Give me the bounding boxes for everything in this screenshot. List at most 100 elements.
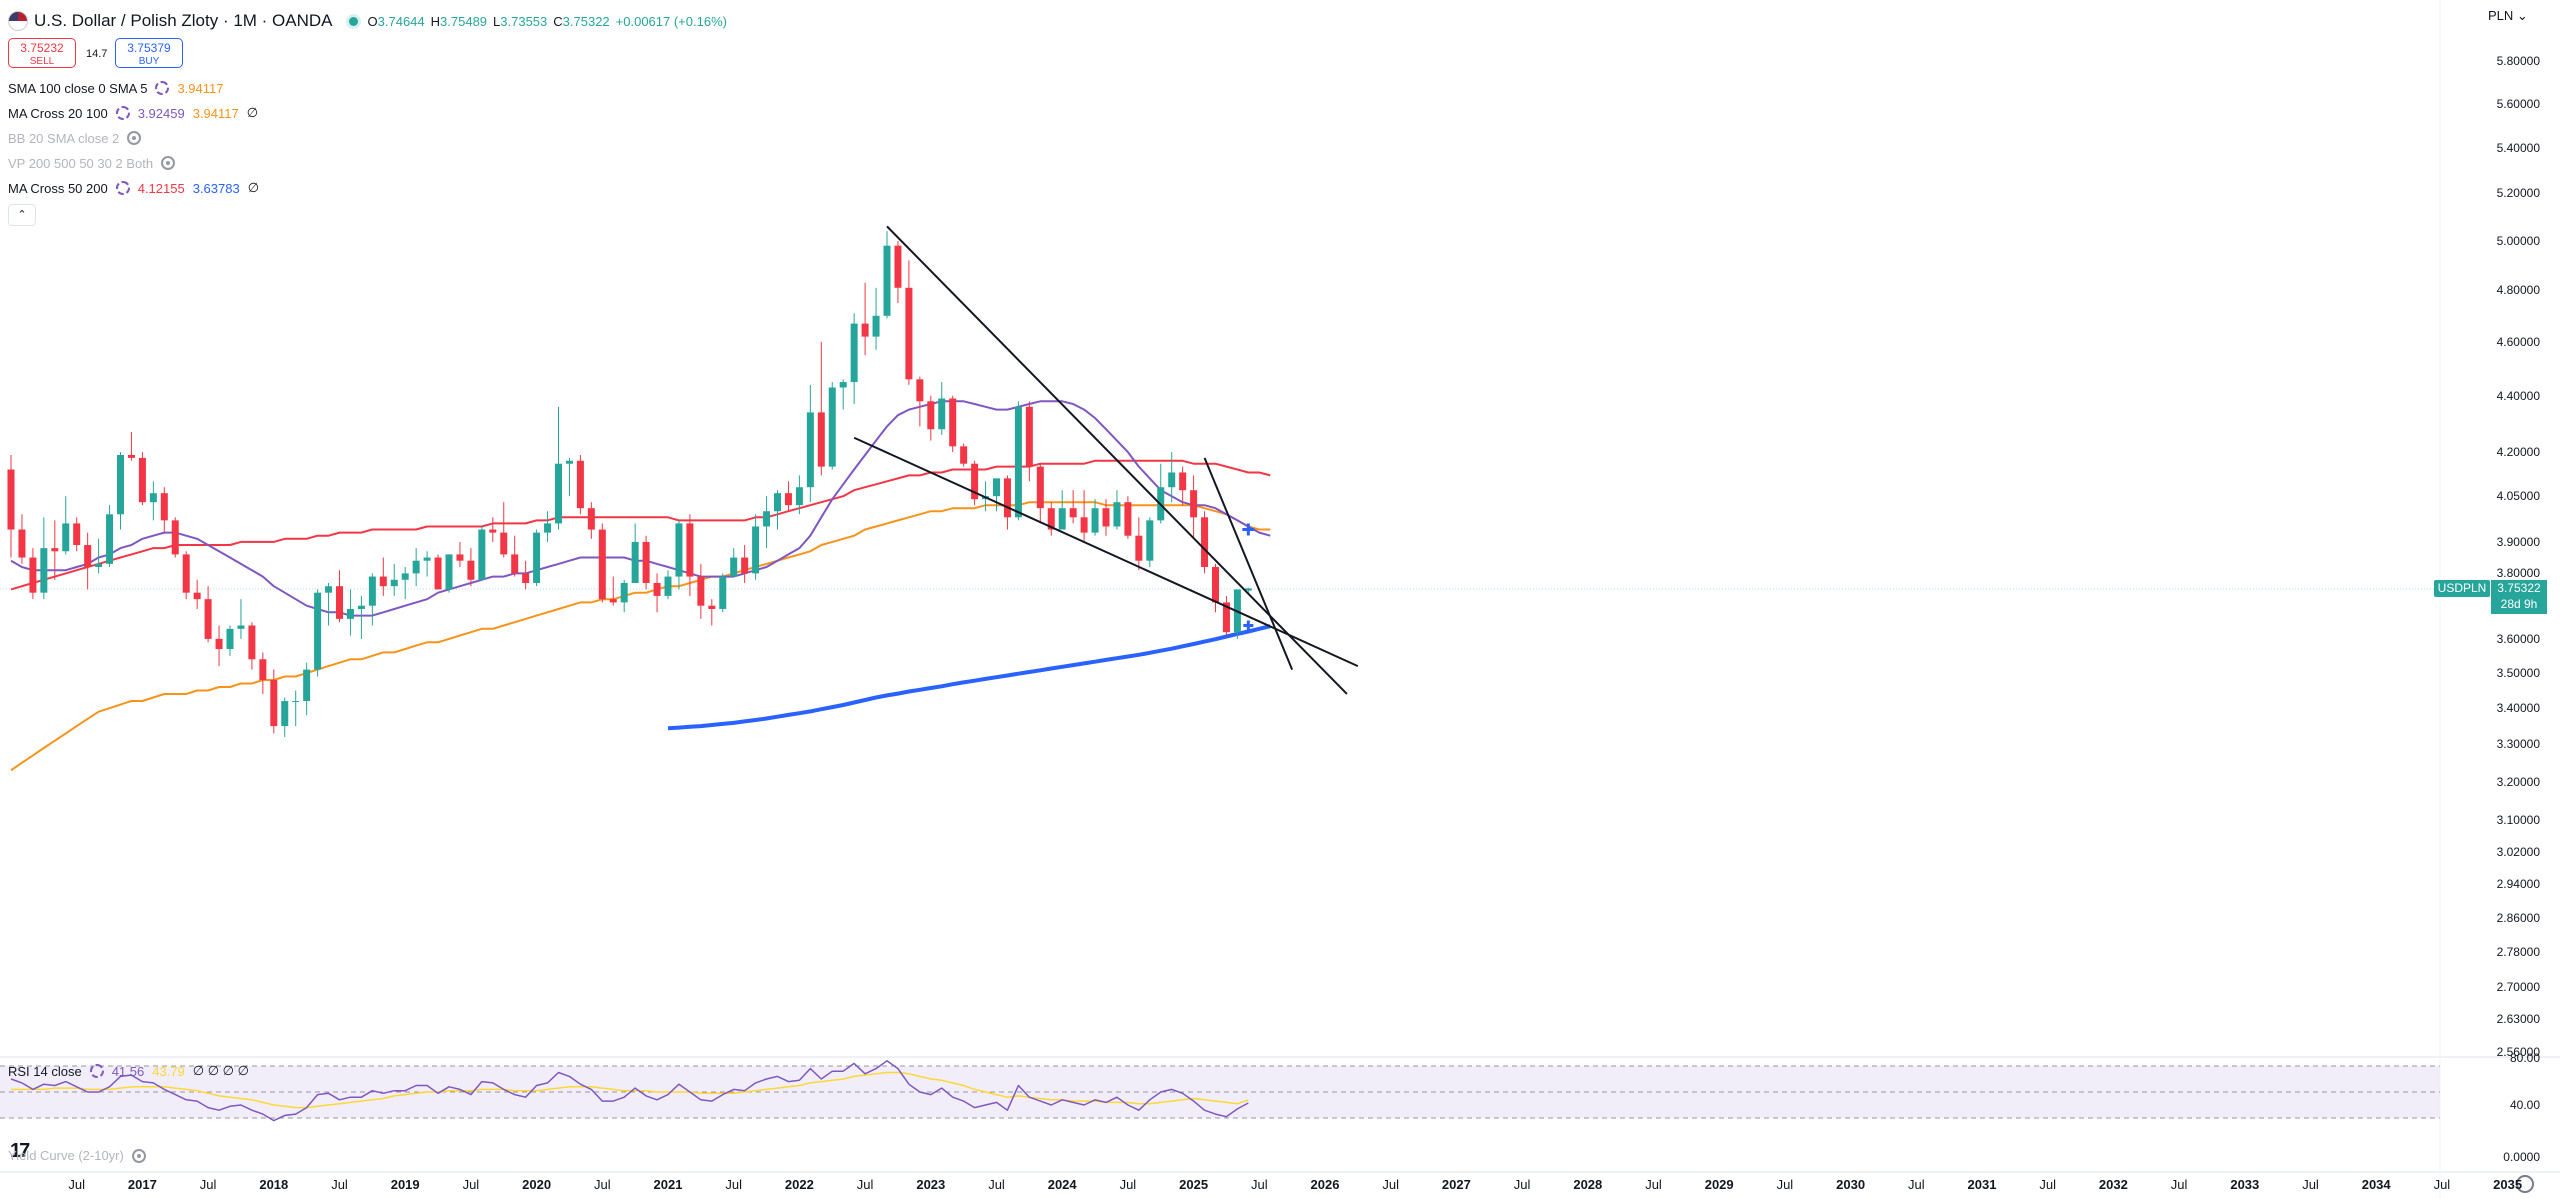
symbol-price-label: USDPLN [2434,580,2490,597]
price-tick-label: 3.40000 [2496,701,2540,716]
time-tick-label: 2027 [1441,1177,1471,1192]
candle-body [478,529,486,580]
candle-body [872,315,880,337]
rsi-tick-label: 80.00 [2509,1051,2540,1065]
indicator-value: 4.12155 [137,180,185,196]
candle-body [500,532,508,555]
price-tick-label: 3.20000 [2496,774,2540,789]
indicator-ma-cross-50-200[interactable]: MA Cross 50 200 4.12155 3.63783 ∅ [8,178,259,198]
buy-label: BUY [138,56,160,67]
price-tick-label: 2.70000 [2496,980,2540,995]
time-tick-label: 2031 [1967,1177,1997,1192]
candle-body [883,245,891,316]
candle-body [248,625,256,660]
candle-body [555,463,562,524]
time-tick-label: Jul [988,1177,1005,1192]
settings-icon[interactable] [115,106,130,120]
candle-body [905,287,913,380]
indicator-value: 3.63783 [192,180,240,196]
current-price: 3.75322 [2497,581,2541,595]
indicator-ma-cross-20-100[interactable]: MA Cross 20 100 3.92459 3.94117 ∅ [8,103,258,123]
market-open-icon [348,16,358,26]
candle-body [303,669,311,702]
currency-label: PLN [2488,8,2514,23]
candle-body [894,245,902,288]
time-tick-label: 2021 [653,1177,683,1192]
time-tick-label: 2017 [127,1177,157,1192]
candle-body [686,523,694,577]
rsi-legend[interactable]: RSI 14 close 41.56 43.79 ∅ ∅ ∅ ∅ [8,1063,249,1079]
buy-button[interactable]: 3.75379 BUY [115,38,183,68]
candle-body [938,398,946,430]
ma50-line [10,459,1271,591]
currency-selector[interactable]: PLN ⌄ [2488,8,2528,23]
settings-icon[interactable] [89,1064,104,1078]
candle-body [292,701,300,703]
tradingview-logo[interactable]: 17 [10,1140,30,1162]
price-tick-label: 4.40000 [2496,388,2540,403]
indicator-bb[interactable]: BB 20 SMA close 2 [8,128,142,148]
time-tick-label: Jul [331,1177,348,1192]
settings-icon[interactable] [115,181,130,195]
candle-body [653,582,661,596]
us-flag-icon [8,11,28,31]
candle-body [62,523,70,552]
candle-body [1102,508,1110,527]
rsi-tick-label: 40.00 [2509,1098,2540,1112]
reset-chart-icon[interactable] [2516,1175,2534,1193]
candle-body [106,514,114,564]
buy-price: 3.75379 [127,41,171,55]
ohlc-high: H3.75489 [430,13,488,29]
yield-curve-legend[interactable]: Yield Curve (2-10yr) [8,1148,146,1163]
candle-body [237,625,245,629]
time-tick-label: 2024 [1047,1177,1077,1192]
candle-body [598,529,606,600]
symbol-title[interactable]: U.S. Dollar / Polish Zloty · 1M · OANDA [34,11,333,30]
candle-body [774,493,781,512]
ohlc-change: +0.00617 (+0.16%) [615,13,727,29]
candle-body [719,576,727,609]
candle-body [1058,508,1066,530]
candle-body [445,554,453,590]
indicator-value: 3.94117 [192,105,239,121]
candle-body [620,582,628,603]
price-tick-label: 5.80000 [2496,54,2540,68]
candle-body [73,523,81,546]
hidden-eye-icon[interactable] [131,1148,146,1163]
candle-body [730,557,738,577]
indicator-sma100[interactable]: SMA 100 close 0 SMA 5 3.94117 [8,78,224,98]
rsi-label: RSI 14 close [8,1063,82,1079]
hidden-eye-icon[interactable] [161,156,176,170]
candle-body [752,526,760,574]
time-tick-label: 2033 [2230,1177,2260,1192]
candle-body [828,387,836,467]
candle-body [839,382,847,388]
candle-body [1179,472,1187,491]
time-tick-label: 2026 [1310,1177,1340,1192]
time-tick-label: 2032 [2098,1177,2128,1192]
candle-body [850,323,858,383]
trendline [1203,457,1294,670]
time-tick-label: 2029 [1704,1177,1734,1192]
candle-body [1025,406,1033,467]
settings-icon[interactable] [155,81,170,95]
indicator-vp[interactable]: VP 200 500 50 30 2 Both [8,153,176,173]
time-tick-label: Jul [725,1177,742,1192]
sell-button[interactable]: 3.75232 SELL [8,38,76,68]
hidden-eye-icon[interactable] [127,131,142,145]
candle-body [533,532,541,583]
candle-body [40,548,48,593]
time-tick-label: Jul [2433,1177,2451,1192]
collapse-indicators-button[interactable]: ⌃ [8,204,36,226]
candle-body [390,579,398,587]
na-icon: ∅ [247,180,260,195]
candle-body [160,493,168,521]
indicator-label: VP 200 500 50 30 2 Both [8,155,154,171]
time-tick-label: 2019 [390,1177,420,1192]
candle-body [1135,535,1143,561]
candle-body [642,541,650,583]
candle-body [916,379,924,402]
candle-body [423,557,431,561]
candle-body [1222,602,1230,633]
